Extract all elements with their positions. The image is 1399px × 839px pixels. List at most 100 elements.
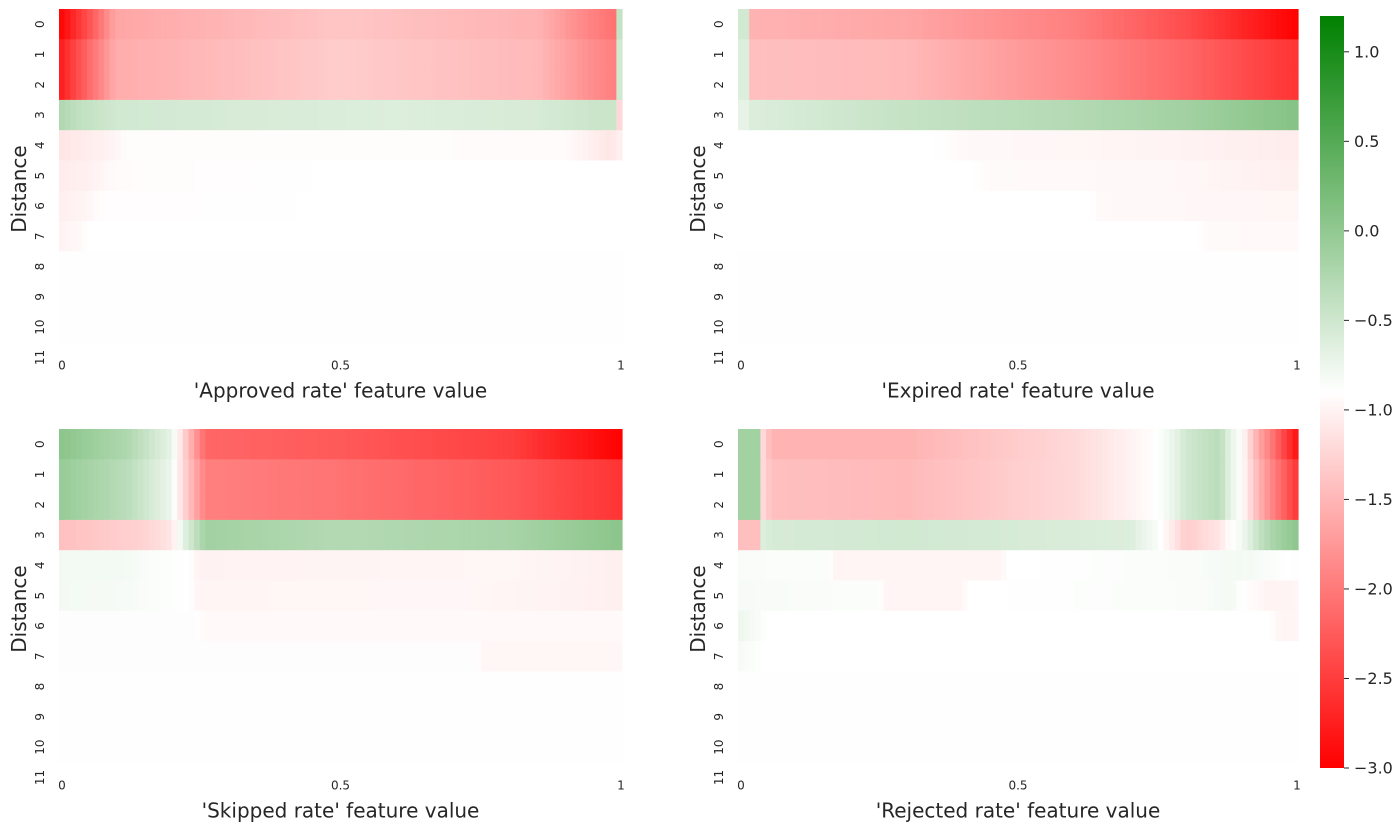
heatmap-cell bbox=[1180, 671, 1187, 703]
heatmap-cell bbox=[1006, 190, 1013, 222]
heatmap-cell bbox=[137, 69, 145, 101]
heatmap-cell bbox=[610, 160, 617, 192]
heatmap-cell bbox=[1062, 580, 1069, 612]
heatmap-cell bbox=[1174, 221, 1181, 252]
heatmap-cell bbox=[782, 312, 789, 343]
heatmap-cell bbox=[1135, 701, 1142, 733]
heatmap-cell bbox=[810, 459, 817, 491]
heatmap-cell bbox=[1057, 641, 1064, 672]
heatmap-cell bbox=[1096, 641, 1103, 672]
heatmap-cell bbox=[1208, 312, 1215, 343]
heatmap-cell bbox=[1096, 281, 1103, 313]
heatmap-cell bbox=[816, 9, 823, 40]
heatmap-cell bbox=[1074, 9, 1081, 40]
heatmap-cell bbox=[256, 9, 263, 40]
heatmap-cell bbox=[872, 489, 879, 521]
heatmap-cell bbox=[1068, 39, 1075, 71]
heatmap-cell bbox=[177, 251, 184, 283]
heatmap-cell bbox=[816, 732, 823, 763]
heatmap-cell bbox=[199, 281, 206, 313]
heatmap-cell bbox=[878, 69, 885, 101]
heatmap-cell bbox=[256, 459, 263, 491]
heatmap-cell bbox=[436, 671, 443, 703]
heatmap-cell bbox=[98, 69, 105, 101]
heatmap-cell bbox=[1264, 281, 1271, 313]
heatmap-cell bbox=[374, 39, 381, 71]
heatmap-cell bbox=[1034, 9, 1041, 40]
heatmap-cell bbox=[576, 251, 584, 283]
heatmap-cell bbox=[1068, 519, 1075, 551]
heatmap-cell bbox=[582, 160, 589, 192]
heatmap-cell bbox=[1158, 580, 1165, 612]
heatmap-cell bbox=[939, 519, 946, 551]
heatmap-cell bbox=[911, 9, 918, 40]
heatmap-cell bbox=[950, 671, 957, 703]
heatmap-cell bbox=[599, 190, 606, 222]
heatmap-cell bbox=[391, 190, 398, 222]
heatmap-cell bbox=[978, 39, 985, 71]
heatmap-cell bbox=[861, 641, 868, 672]
heatmap-cell bbox=[1247, 251, 1254, 283]
heatmap-cell bbox=[1253, 489, 1260, 521]
heatmap-cell bbox=[782, 9, 789, 40]
heatmap-cell bbox=[760, 251, 767, 283]
heatmap-cell bbox=[548, 732, 556, 763]
heatmap-cell bbox=[833, 519, 840, 551]
heatmap-cell bbox=[833, 610, 840, 642]
heatmap-cell bbox=[560, 221, 567, 252]
heatmap-cell bbox=[956, 701, 963, 733]
heatmap-cell bbox=[447, 190, 454, 222]
heatmap-cell bbox=[810, 39, 817, 71]
heatmap-cell bbox=[588, 701, 595, 733]
heatmap-cell bbox=[227, 550, 235, 582]
heatmap-cell bbox=[1046, 732, 1053, 763]
heatmap-cell bbox=[515, 641, 522, 672]
heatmap-cell bbox=[1124, 190, 1131, 222]
y-tick-label: 4 bbox=[33, 562, 47, 570]
heatmap-cell bbox=[1090, 641, 1097, 672]
y-tick-label: 8 bbox=[33, 263, 47, 271]
heatmap-cell bbox=[1062, 69, 1069, 101]
heatmap-cell bbox=[1102, 610, 1109, 642]
heatmap-cell bbox=[1146, 610, 1153, 642]
heatmap-cell bbox=[239, 459, 246, 491]
heatmap-cell bbox=[1090, 281, 1097, 313]
heatmap-cell bbox=[120, 701, 128, 733]
heatmap-cell bbox=[98, 459, 105, 491]
heatmap-cell bbox=[743, 221, 750, 252]
heatmap-cell bbox=[1292, 251, 1299, 283]
heatmap-cell bbox=[453, 9, 460, 40]
heatmap-cell bbox=[132, 69, 139, 101]
heatmap-cell bbox=[967, 641, 974, 672]
heatmap-cell bbox=[616, 641, 623, 672]
y-tick-label: 4 bbox=[33, 142, 47, 150]
heatmap-cell bbox=[1130, 9, 1137, 40]
heatmap-cell bbox=[143, 99, 150, 131]
heatmap-cell bbox=[1034, 550, 1041, 582]
heatmap-cell bbox=[1046, 641, 1053, 672]
heatmap-cell bbox=[1214, 221, 1221, 252]
heatmap-cell bbox=[900, 489, 907, 521]
heatmap-cell bbox=[261, 160, 268, 192]
heatmap-cell bbox=[1158, 312, 1165, 343]
heatmap-cell bbox=[754, 550, 761, 582]
heatmap-cell bbox=[75, 610, 83, 642]
heatmap-cell bbox=[75, 519, 83, 551]
heatmap-cell bbox=[605, 312, 612, 343]
heatmap-cell bbox=[227, 160, 235, 192]
heatmap-cell bbox=[866, 190, 873, 222]
heatmap-cell bbox=[605, 459, 612, 491]
heatmap-cell bbox=[883, 459, 890, 491]
heatmap-cell bbox=[1102, 130, 1109, 162]
heatmap-cell bbox=[430, 671, 437, 703]
heatmap-cell bbox=[70, 459, 77, 491]
y-tick-label: 2 bbox=[712, 81, 726, 89]
heatmap-cell bbox=[1264, 671, 1271, 703]
heatmap-cell bbox=[984, 550, 991, 582]
heatmap-cell bbox=[766, 641, 773, 672]
heatmap-cell bbox=[861, 429, 868, 460]
heatmap-cell bbox=[424, 489, 432, 521]
heatmap-cell bbox=[605, 39, 612, 71]
heatmap-cell bbox=[1208, 251, 1215, 283]
heatmap-cell bbox=[738, 160, 745, 192]
